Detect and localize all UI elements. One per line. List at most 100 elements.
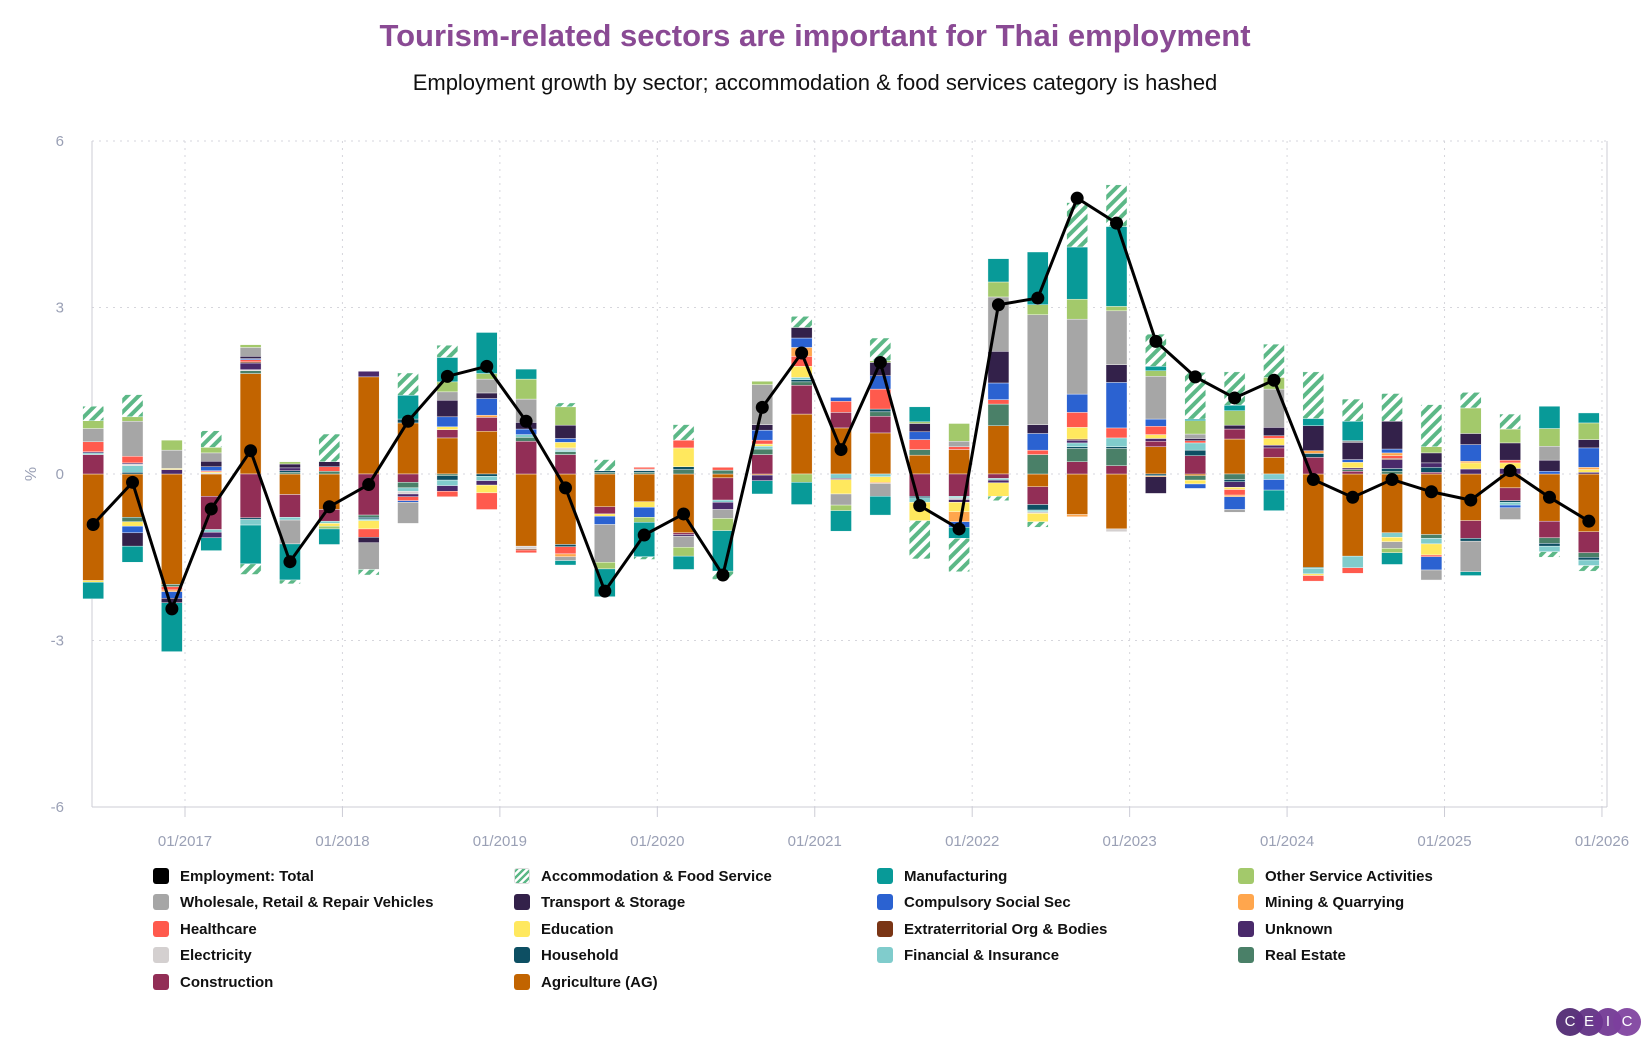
bar-segment-healthcare[interactable] [554,546,577,555]
bar-segment-unknown[interactable] [1263,444,1285,449]
bar-segment-education[interactable] [121,521,144,527]
bar-segment-construction[interactable] [830,412,852,429]
bar-segment-other-service-activities[interactable] [554,406,577,426]
bar-segment-manufacturing[interactable] [1538,406,1561,429]
bar-segment-financial-insurance[interactable] [751,446,773,450]
bar-segment-unknown[interactable] [476,480,498,486]
bar-segment-wholesale-retail-repair-vehicles[interactable] [436,391,459,401]
bar-segment-healthcare[interactable] [82,441,104,452]
bar-segment-unknown[interactable] [1578,472,1600,475]
bar-segment-real-estate[interactable] [790,381,813,386]
bar-segment-other-service-activities[interactable] [279,461,301,465]
bar-segment-manufacturing[interactable] [987,258,1010,283]
bar-segment-agriculture-ag[interactable] [515,473,537,547]
total-point[interactable] [795,346,809,360]
total-point[interactable] [637,528,651,542]
legend-item[interactable]: Accommodation & Food Service [514,866,772,886]
bar-segment-manufacturing[interactable] [1066,246,1088,300]
bar-segment-unknown[interactable] [1145,438,1167,442]
bar-segment-financial-insurance[interactable] [948,496,970,499]
bar-segment-transport-storage[interactable] [1420,452,1443,464]
bar-segment-agriculture-ag[interactable] [1184,473,1206,476]
bar-segment-electricity[interactable] [1027,511,1049,514]
legend-item[interactable]: Mining & Quarrying [1238,892,1404,912]
legend-item[interactable]: Employment: Total [153,866,314,886]
bar-segment-healthcare[interactable] [1263,435,1285,439]
bar-segment-manufacturing[interactable] [515,368,537,380]
bar-segment-household[interactable] [909,496,931,499]
bar-segment-other-service-activities[interactable] [1105,306,1128,312]
bar-segment-wholesale-retail-repair-vehicles[interactable] [1145,376,1167,420]
bar-segment-wholesale-retail-repair-vehicles[interactable] [712,509,734,519]
bar-segment-unknown[interactable] [200,532,222,539]
bar-segment-education[interactable] [1341,462,1364,469]
bar-segment-accommodation-food-service[interactable] [1027,521,1049,528]
bar-segment-education[interactable] [554,442,577,449]
bar-segment-household[interactable] [633,470,655,473]
legend-item[interactable]: Wholesale, Retail & Repair Vehicles [153,892,433,912]
bar-segment-manufacturing[interactable] [672,555,695,570]
bar-segment-other-service-activities[interactable] [1184,420,1206,435]
bar-segment-mining-quarrying[interactable] [1578,467,1600,470]
bar-segment-transport-storage[interactable] [1302,425,1325,451]
legend-item[interactable]: Electricity [153,945,252,965]
bar-segment-financial-insurance[interactable] [239,519,262,526]
bar-segment-transport-storage[interactable] [1223,424,1246,430]
bar-segment-household[interactable] [790,379,813,383]
total-point[interactable] [283,555,297,569]
bar-segment-agriculture-ag[interactable] [1263,457,1285,475]
bar-segment-healthcare[interactable] [1223,489,1246,496]
bar-segment-healthcare[interactable] [987,399,1010,405]
bar-segment-agriculture-ag[interactable] [1420,473,1443,535]
legend-item[interactable]: Transport & Storage [514,892,685,912]
bar-segment-household[interactable] [594,470,616,473]
bar-segment-other-service-activities[interactable] [633,517,655,523]
bar-segment-transport-storage[interactable] [1145,476,1167,494]
bar-segment-healthcare[interactable] [515,549,537,554]
bar-segment-unknown[interactable] [161,469,183,475]
bar-segment-household[interactable] [1460,538,1482,542]
bar-segment-household[interactable] [1105,446,1128,449]
bar-segment-agriculture-ag[interactable] [594,473,616,507]
bar-segment-household[interactable] [357,517,380,520]
bar-segment-education[interactable] [1145,434,1167,439]
bar-segment-education[interactable] [1460,462,1482,470]
bar-segment-transport-storage[interactable] [1538,459,1561,472]
bar-segment-agriculture-ag[interactable] [357,376,380,475]
bar-segment-real-estate[interactable] [554,451,577,455]
bar-segment-construction[interactable] [554,454,577,475]
bar-segment-financial-insurance[interactable] [1184,442,1206,451]
bar-segment-healthcare[interactable] [672,439,695,449]
legend-item[interactable]: Real Estate [1238,945,1346,965]
bar-segment-healthcare[interactable] [436,491,459,497]
bar-segment-wholesale-retail-repair-vehicles[interactable] [1341,440,1364,443]
bar-segment-compulsory-social-sec[interactable] [554,438,577,443]
bar-segment-construction[interactable] [1145,441,1167,448]
bar-segment-compulsory-social-sec[interactable] [1460,444,1482,462]
bar-segment-household[interactable] [1145,473,1167,476]
bar-segment-wholesale-retail-repair-vehicles[interactable] [1499,507,1521,520]
total-point[interactable] [1542,490,1556,504]
bar-segment-real-estate[interactable] [1105,448,1128,466]
bar-segment-accommodation-food-service[interactable] [279,579,301,585]
bar-segment-unknown[interactable] [751,474,773,481]
bar-segment-real-estate[interactable] [1223,473,1246,480]
bar-segment-agriculture-ag[interactable] [790,413,813,475]
bar-segment-transport-storage[interactable] [1027,424,1049,434]
bar-segment-transport-storage[interactable] [357,537,380,544]
bar-segment-healthcare[interactable] [1066,412,1088,428]
bar-segment-education[interactable] [869,476,892,483]
bar-segment-financial-insurance[interactable] [1263,473,1285,480]
bar-segment-household[interactable] [436,475,459,481]
bar-segment-manufacturing[interactable] [82,582,104,600]
bar-segment-construction[interactable] [476,417,498,432]
bar-segment-manufacturing[interactable] [1341,421,1364,441]
total-point[interactable] [952,522,966,536]
bar-segment-household[interactable] [279,470,301,473]
bar-segment-other-service-activities[interactable] [1578,422,1600,440]
bar-segment-other-service-activities[interactable] [672,547,695,557]
bar-segment-other-service-activities[interactable] [1066,298,1088,320]
bar-segment-wholesale-retail-repair-vehicles[interactable] [554,556,577,561]
total-point[interactable] [1110,216,1124,230]
bar-segment-education[interactable] [1027,513,1049,522]
